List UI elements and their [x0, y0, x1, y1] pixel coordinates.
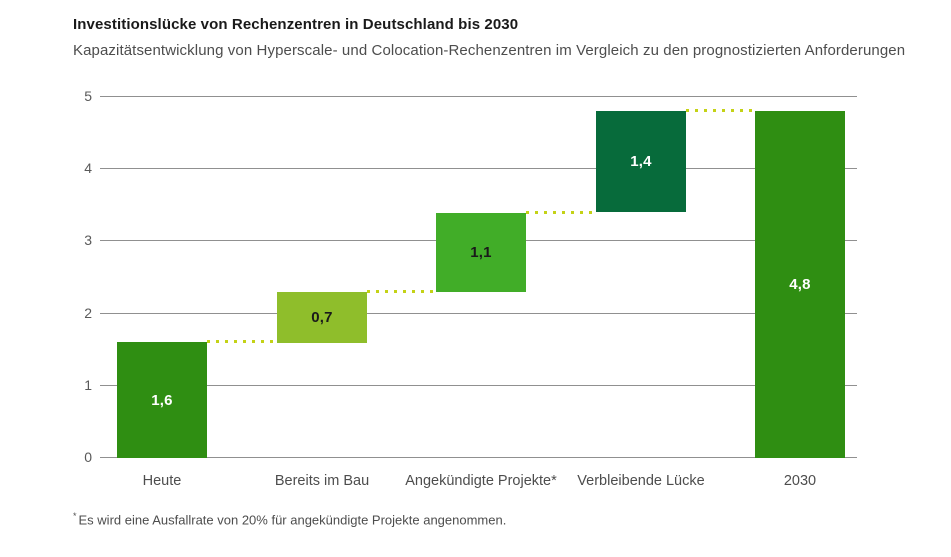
bar-value-label-0: 1,6: [151, 391, 173, 409]
waterfall-bar-1: 0,7: [277, 292, 367, 343]
connector-dotted-line-0: [207, 340, 277, 343]
x-axis-category-label-1: Bereits im Bau: [274, 473, 370, 489]
bar-value-label-1: 0,7: [311, 309, 333, 326]
gridline-y-2: [100, 313, 857, 314]
footnote-text: Es wird eine Ausfallrate von 20% für ang…: [78, 512, 507, 528]
gridline-y-5: [100, 96, 857, 97]
waterfall-bar-3: 1,4: [596, 111, 686, 212]
y-axis-tick-label-3: 3: [84, 232, 92, 248]
bar-value-label-2: 1,1: [470, 244, 492, 261]
x-axis-category-label-3: Verbleibende Lücke: [577, 473, 705, 489]
y-axis-tick-label-2: 2: [84, 305, 92, 321]
connector-dotted-line-2: [526, 211, 596, 214]
y-axis-tick-label-1: 1: [84, 377, 92, 393]
x-axis-category-label-0: Heute: [142, 473, 182, 489]
y-axis-tick-label-4: 4: [84, 160, 92, 176]
chart-title: Investitionslücke von Rechenzentren in D…: [73, 16, 519, 33]
connector-dotted-line-1: [366, 290, 437, 293]
waterfall-bar-0: 1,6: [117, 342, 207, 458]
bar-value-label-4: 4,8: [789, 276, 811, 293]
gridline-y-0: [100, 457, 857, 458]
connector-dotted-line-3: [685, 109, 756, 112]
x-axis-category-label-2: Angekündigte Projekte*: [405, 473, 557, 489]
waterfall-bar-2: 1,1: [436, 213, 526, 292]
gridline-y-1: [100, 385, 857, 386]
x-axis-category-label-4: 2030: [783, 473, 817, 489]
gridline-y-4: [100, 168, 857, 169]
chart-subtitle: Kapazitätsentwicklung von Hyperscale- un…: [73, 42, 906, 59]
waterfall-bar-4: 4,8: [755, 111, 845, 458]
y-axis-tick-label-5: 5: [84, 88, 92, 104]
y-axis-tick-label-0: 0: [84, 449, 92, 465]
footnote: * Es wird eine Ausfallrate von 20% für an…: [73, 511, 506, 527]
bar-value-label-3: 1,4: [630, 153, 652, 170]
footnote-marker: *: [73, 511, 77, 521]
